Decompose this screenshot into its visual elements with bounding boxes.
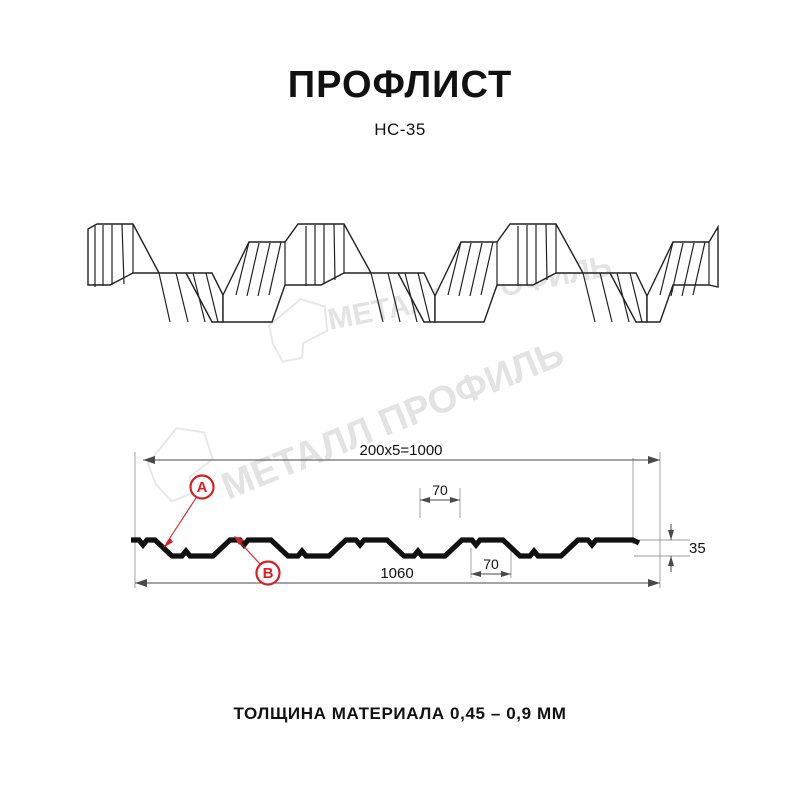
marker-a-label: A — [197, 479, 208, 496]
dimension-top-flat: 70 — [420, 482, 460, 503]
marker-a-circle[interactable] — [189, 474, 215, 500]
dimension-bottom-flat-label: 70 — [483, 556, 499, 572]
dimension-pitch-label: 200x5=1000 — [360, 442, 443, 459]
footer: ТОЛЩИНА МАТЕРИАЛА 0,45 – 0,9 ММ — [0, 704, 800, 724]
dimension-height-label: 35 — [689, 540, 706, 557]
dimension-top-flat-label: 70 — [432, 482, 448, 498]
dimension-total-width-label: 1060 — [380, 565, 413, 582]
dimension-total-width: 1060 — [135, 565, 660, 587]
watermark-upper-text: МЕТАЛЛ ПРОФИЛЬ — [325, 249, 614, 336]
watermark-lower: МЕТАЛЛ ПРОФИЛЬ — [146, 333, 570, 509]
dimension-pitch: 200x5=1000 — [143, 442, 660, 464]
watermark-lower-text: МЕТАЛЛ ПРОФИЛЬ — [216, 333, 570, 509]
dimension-bottom-flat: 70 — [471, 556, 511, 577]
marker-b-label: B — [263, 565, 274, 582]
marker-a[interactable]: A — [163, 474, 215, 549]
watermark-upper: МЕТАЛЛ ПРОФИЛЬ — [268, 249, 614, 363]
profile-outline — [131, 537, 641, 559]
extension-lines — [134, 452, 690, 588]
marker-b[interactable]: B — [234, 536, 281, 586]
page-title: ПРОФЛИСТ — [287, 64, 513, 106]
header: ПРОФЛИСТ НС-35 — [0, 66, 800, 140]
dimension-height: 35 — [668, 524, 706, 572]
marker-b-circle[interactable] — [255, 560, 281, 586]
material-thickness-label: ТОЛЩИНА МАТЕРИАЛА 0,45 – 0,9 ММ — [233, 704, 567, 723]
iso-sheet-body — [87, 223, 719, 323]
page-subtitle: НС-35 — [374, 120, 426, 139]
